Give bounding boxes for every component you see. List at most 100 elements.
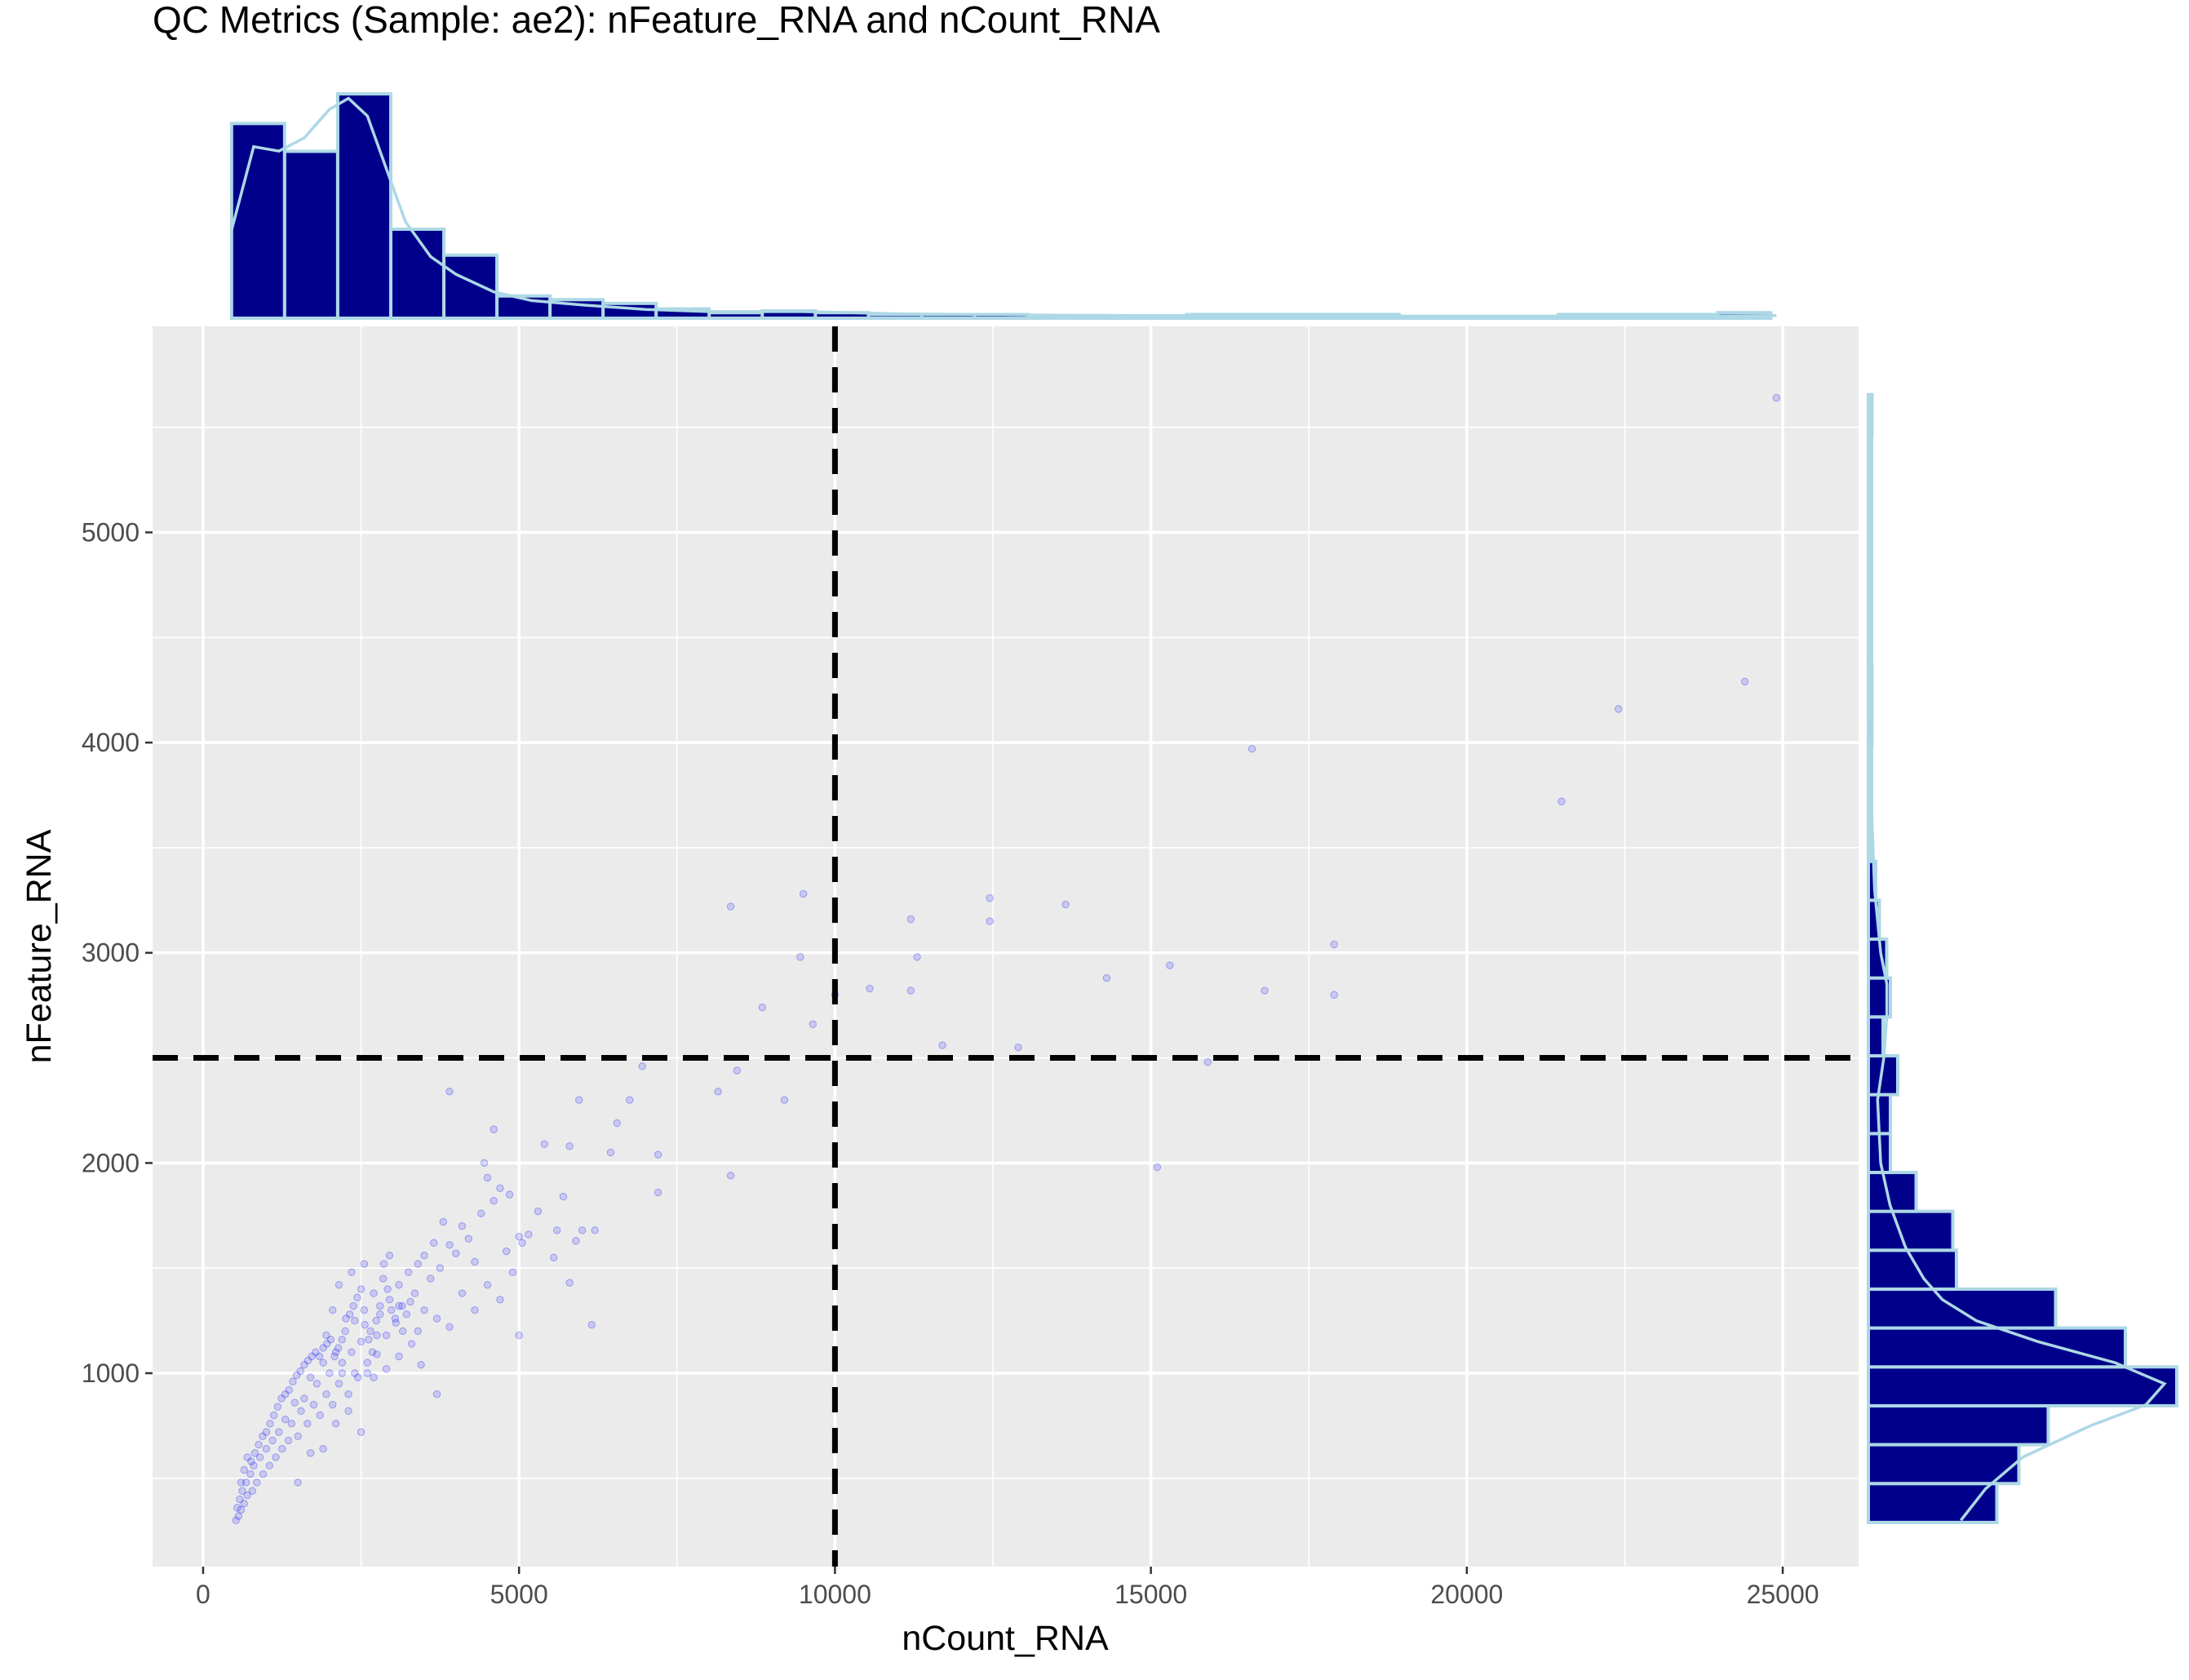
scatter-point — [300, 1360, 308, 1369]
scatter-point — [550, 1253, 558, 1261]
scatter-point — [552, 1226, 561, 1235]
scatter-point — [480, 1159, 489, 1168]
scatter-point — [315, 1352, 324, 1361]
scatter-point — [758, 1004, 767, 1012]
scatter-point — [420, 1252, 428, 1260]
scatter-point — [363, 1359, 372, 1367]
scatter-point — [382, 1331, 391, 1340]
y-histogram-bar — [1867, 1209, 1955, 1252]
scatter-point — [1014, 1043, 1022, 1052]
scatter-point — [304, 1356, 312, 1365]
scatter-point — [353, 1373, 362, 1381]
scatter-point — [432, 1390, 441, 1399]
x-histogram-bar — [442, 253, 499, 320]
scatter-point — [338, 1336, 347, 1344]
scatter-point — [326, 1336, 335, 1344]
scatter-point — [483, 1281, 492, 1289]
scatter-point — [866, 984, 874, 993]
scatter-point — [379, 1260, 388, 1268]
scatter-point — [1558, 797, 1566, 805]
scatter-point — [395, 1352, 403, 1361]
y-tick-label: 5000 — [82, 517, 140, 547]
scatter-point — [1166, 961, 1174, 969]
scatter-point — [1330, 991, 1338, 999]
scatter-point — [518, 1239, 526, 1247]
scatter-point — [322, 1331, 330, 1340]
scatter-point — [439, 1217, 447, 1226]
scatter-point — [370, 1373, 378, 1381]
scatter-point — [432, 1314, 441, 1323]
scatter-point — [1330, 940, 1338, 949]
y-tick-label: 4000 — [82, 728, 140, 757]
x-axis-title: nCount_RNA — [902, 1619, 1109, 1658]
scatter-point — [471, 1257, 479, 1266]
scatter-point — [372, 1316, 380, 1325]
scatter-point — [733, 1066, 742, 1075]
scatter-point — [436, 1264, 445, 1272]
scatter-point — [323, 1340, 331, 1348]
scatter-point — [525, 1230, 533, 1239]
scatter-point — [360, 1305, 369, 1314]
scatter-point — [272, 1453, 280, 1461]
scatter-point — [398, 1327, 407, 1336]
scatter-point — [344, 1407, 352, 1416]
x-histogram-bar — [229, 122, 286, 320]
y-histogram-bar — [1867, 1015, 1885, 1057]
scatter-point — [373, 1350, 381, 1359]
scatter-point — [232, 1516, 240, 1525]
scatter-point — [326, 1369, 334, 1377]
scatter-point — [809, 1020, 817, 1029]
y-density-curve — [1868, 396, 2167, 1522]
scatter-point — [464, 1235, 472, 1243]
scatter-point — [445, 1323, 454, 1332]
scatter-point — [587, 1321, 596, 1329]
x-axis: 0 5000 10000 15000 20000 25000 — [196, 1567, 1819, 1609]
x-histogram-bar — [707, 311, 764, 321]
scatter-point — [348, 1268, 356, 1277]
scatter-point — [281, 1390, 290, 1399]
x-tick-label: 25000 — [1747, 1580, 1819, 1609]
scatter-point — [365, 1336, 373, 1344]
scatter-point — [391, 1314, 400, 1323]
scatter-point — [236, 1495, 244, 1504]
y-marginal-histogram — [1867, 392, 2178, 1524]
scatter-point — [559, 1192, 568, 1201]
scatter-point — [591, 1226, 599, 1235]
scatter-point — [250, 1461, 258, 1470]
scatter-point — [638, 1062, 646, 1071]
y-histogram-bar — [1867, 1326, 2127, 1369]
scatter-point — [427, 1274, 435, 1283]
scatter-point — [247, 1457, 255, 1465]
scatter-point — [316, 1411, 324, 1420]
scatter-point — [575, 1096, 583, 1104]
x-histogram-bar — [335, 92, 392, 320]
scatter-point — [281, 1415, 290, 1424]
scatter-point — [266, 1420, 274, 1428]
scatter-point — [306, 1373, 315, 1381]
y-tick-label: 3000 — [82, 938, 140, 968]
y-histogram-bar — [1867, 1443, 2021, 1486]
scatter-point — [259, 1432, 267, 1440]
scatter-point — [275, 1428, 283, 1436]
scatter-point — [799, 889, 808, 898]
scatter-point — [376, 1310, 384, 1319]
x-histogram-bar — [1026, 314, 1083, 320]
scatter-point — [287, 1420, 296, 1428]
scatter-point — [234, 1512, 243, 1520]
scatter-point — [319, 1359, 327, 1367]
scatter-point — [398, 1301, 406, 1310]
scatter-point — [370, 1289, 378, 1297]
scatter-point — [1102, 973, 1111, 982]
scatter-point — [240, 1465, 248, 1474]
y-histogram-bar — [1867, 1403, 2050, 1447]
scatter-point — [304, 1420, 312, 1428]
scatter-point — [654, 1188, 662, 1197]
scatter-point — [248, 1487, 257, 1495]
scatter-point — [780, 1096, 789, 1104]
scatter-point — [392, 1319, 400, 1327]
scatter-point — [334, 1344, 343, 1352]
scatter-point — [345, 1310, 354, 1319]
scatter-point — [269, 1411, 278, 1420]
scatter-point — [1740, 677, 1749, 686]
